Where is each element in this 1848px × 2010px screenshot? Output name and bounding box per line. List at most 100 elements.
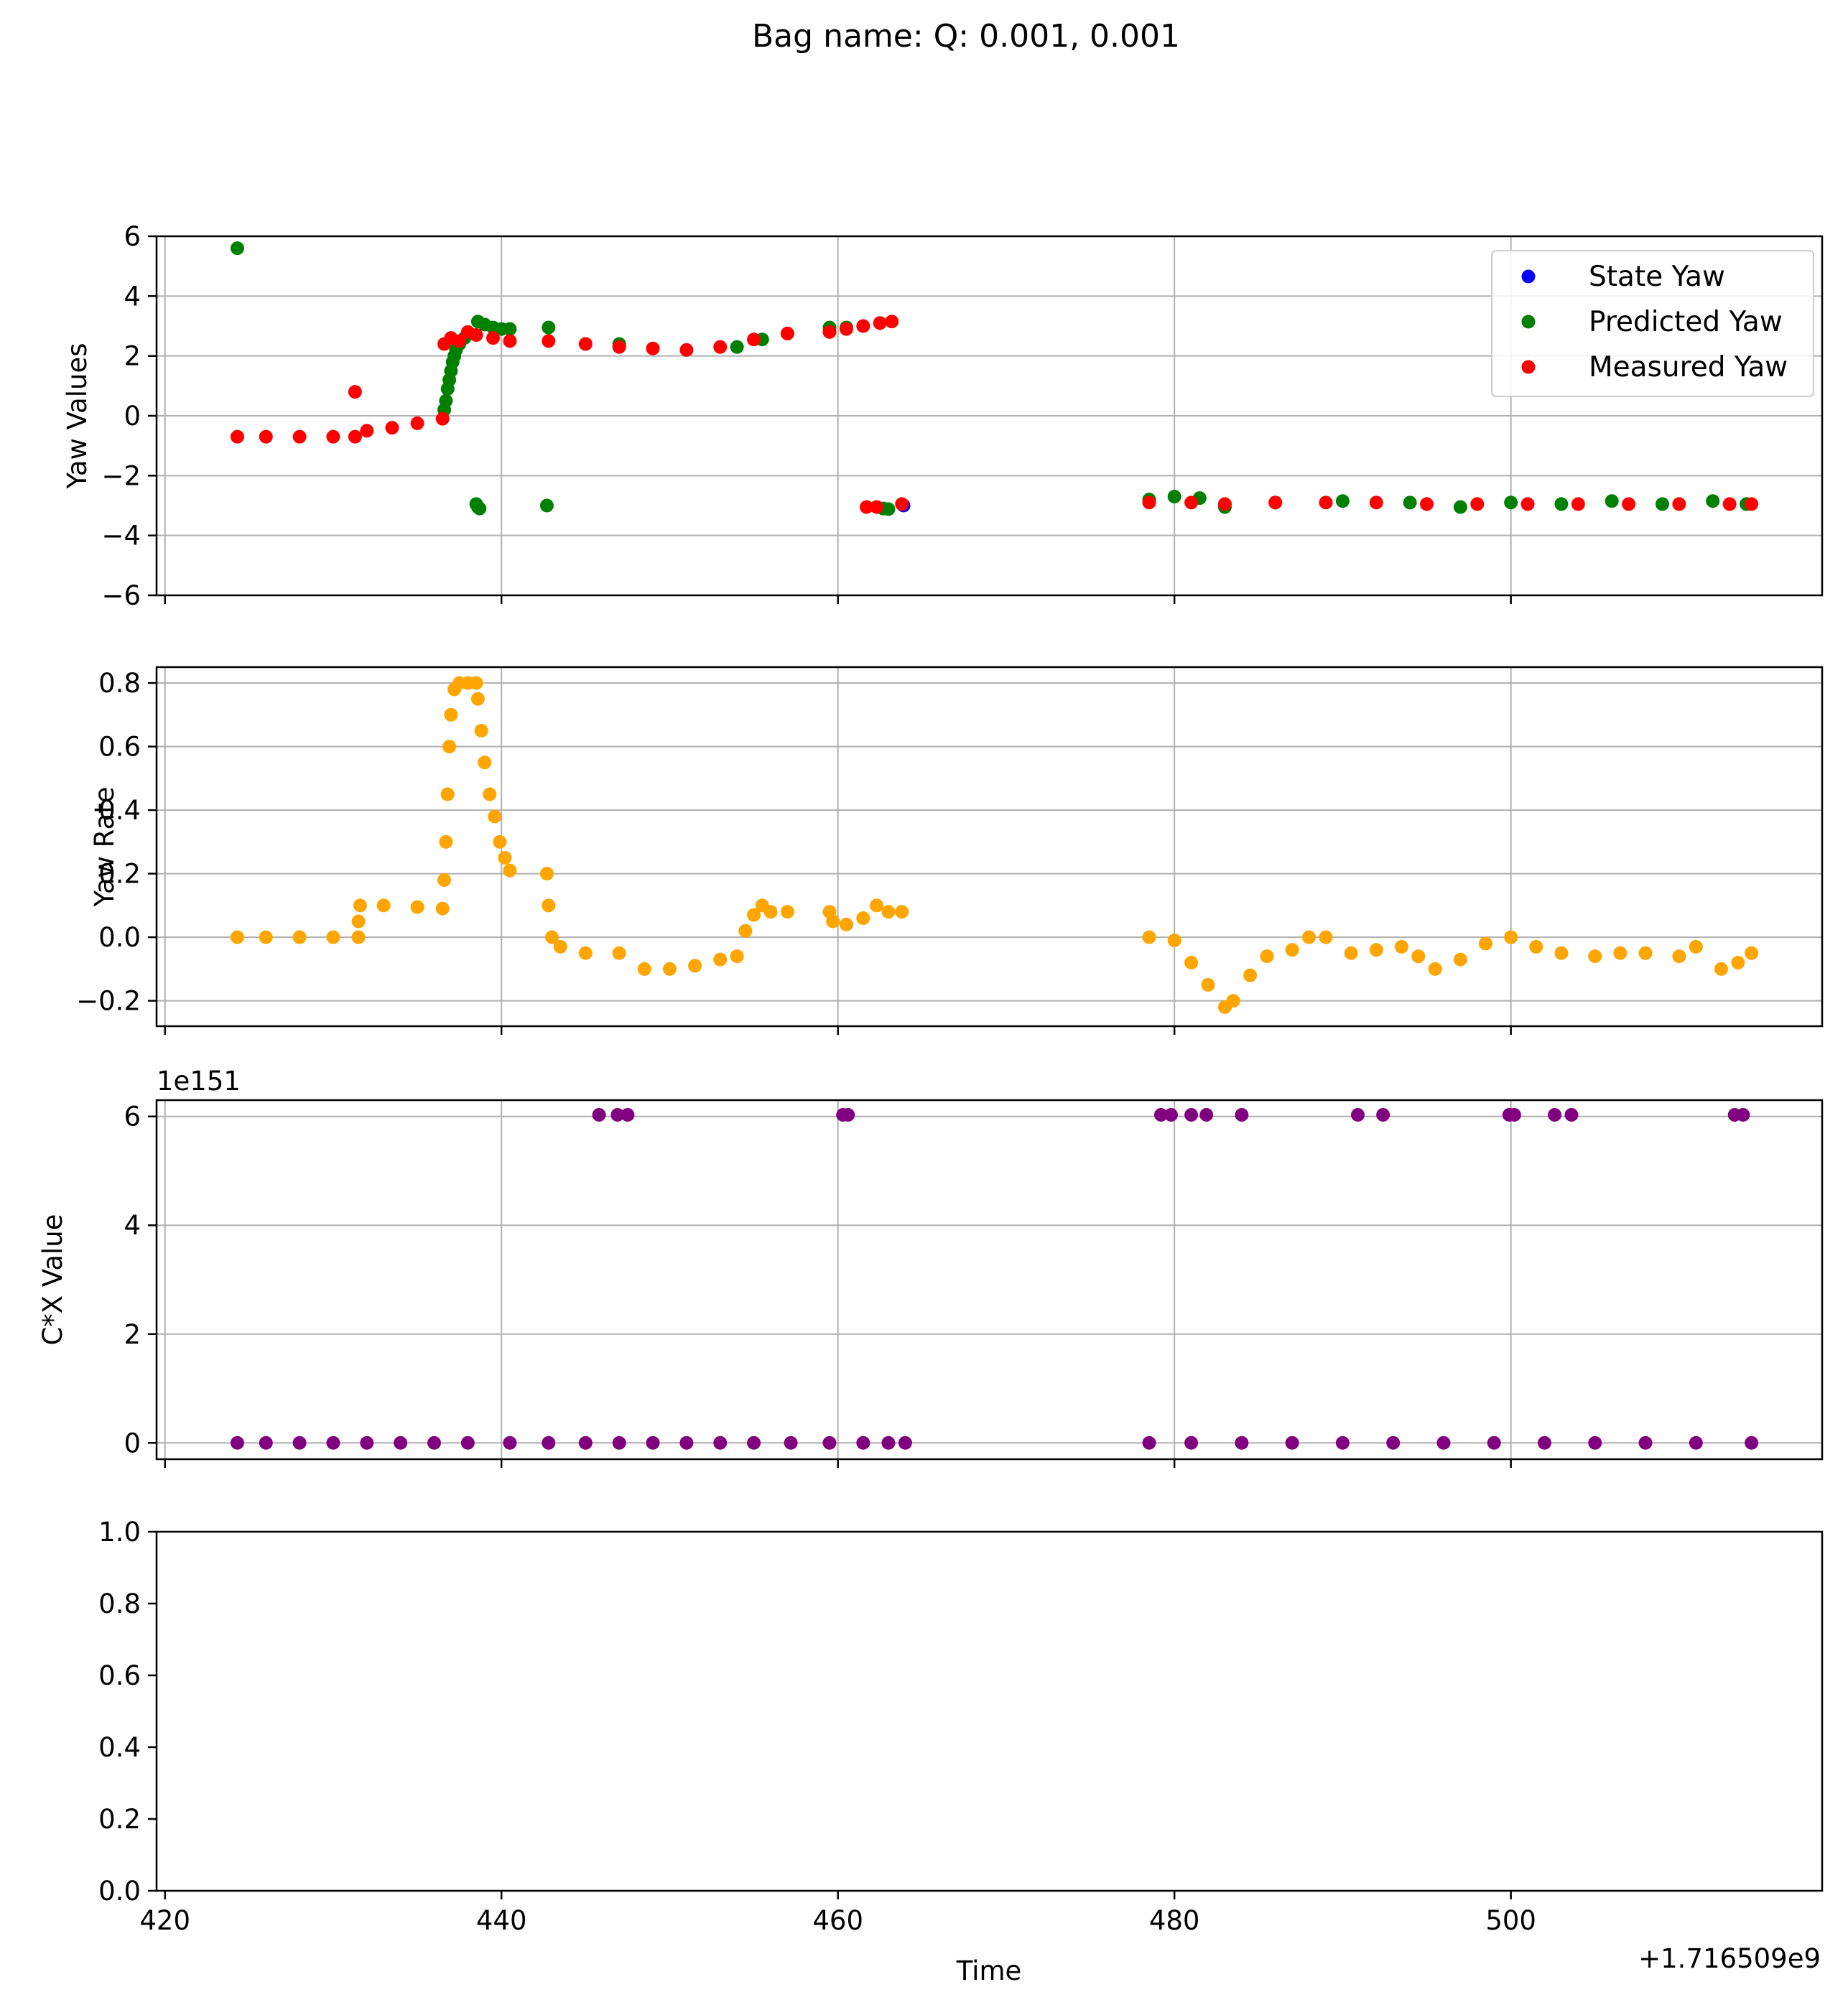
data-point [1714,962,1728,976]
data-point [1588,949,1602,964]
data-point [498,850,512,865]
data-point [1217,497,1232,511]
data-point [469,676,483,690]
data-point [1520,497,1535,511]
data-point [592,1107,606,1122]
data-point [1403,495,1417,510]
y-tick-label: 0.6 [98,732,141,763]
data-point [1655,497,1669,511]
legend-entry-label: Measured Yaw [1589,351,1788,383]
data-point [826,914,840,929]
data-point [1411,949,1426,964]
axes-frame [155,666,1824,1028]
data-point [503,322,517,336]
legend-marker [1521,269,1536,284]
data-point [553,939,567,954]
data-point [646,1436,660,1450]
data-point [780,326,794,340]
data-point [1167,490,1181,503]
data-point [885,315,899,329]
data-point [1369,495,1383,510]
data-point [578,946,593,960]
data-point [1335,494,1350,508]
y-tick-label: 0.4 [98,795,141,826]
data-point [1376,1107,1390,1122]
data-point [1164,1107,1178,1122]
data-point [881,502,896,516]
data-point [326,930,340,944]
data-point [610,1107,625,1122]
data-point [542,334,556,348]
data-point [539,867,554,881]
data-point [542,898,556,913]
data-point [1319,930,1333,944]
data-point [1529,939,1543,954]
data-point [348,429,362,444]
data-point [444,707,458,722]
data-point [488,809,502,824]
data-point [1394,939,1408,954]
data-point [1319,495,1333,510]
data-point [470,692,485,706]
data-point [763,905,778,919]
y-axis-label: Yaw Rate [89,786,120,907]
data-point [730,949,744,964]
series-3 [230,315,1759,514]
data-point [439,394,453,408]
y-tick-label: 6 [124,221,141,252]
data-point [539,498,554,513]
data-point [1153,1107,1168,1122]
series-1 [230,1107,1759,1450]
data-point [895,905,909,919]
data-point [1507,1107,1521,1122]
data-point [1453,952,1467,967]
data-point [1638,946,1653,960]
data-point [662,962,677,976]
data-point [856,911,870,926]
data-point [1243,968,1258,982]
x-tick-label: 420 [139,1905,190,1936]
data-point [1285,943,1299,957]
data-point [230,930,244,944]
data-point [360,424,374,438]
y-tick-label: −2 [101,460,141,491]
y-tick-label: 0.2 [98,1804,141,1835]
data-point [1554,497,1569,511]
data-point [1167,934,1181,948]
y-tick-label: −4 [101,521,141,552]
y-tick-label: 0.8 [98,668,141,699]
data-point [435,411,450,426]
data-point [822,1436,837,1450]
data-point [1260,949,1274,964]
data-point [621,1107,635,1122]
data-point [637,962,651,976]
data-point [1235,1436,1249,1450]
x-tick-label: 480 [1149,1905,1200,1936]
data-point [1538,1436,1551,1450]
data-point [1302,930,1317,944]
y-tick-label: 0.4 [98,1732,141,1763]
data-point [1369,943,1383,957]
data-point [427,1436,441,1450]
data-point [1638,1436,1653,1450]
data-point [713,340,728,354]
data-point [1605,494,1619,508]
data-point [1504,495,1518,510]
data-point [612,340,626,354]
data-point [747,332,761,347]
data-point [259,1436,273,1450]
y-tick-label: 6 [124,1102,141,1132]
data-point [326,429,340,444]
data-point [856,1436,870,1450]
axes-panel-3: 6 4 2 0 C*X Value 1e151 [37,1066,1824,1468]
data-point [1420,497,1434,511]
data-point [870,898,884,913]
y-tick-label: 0.6 [98,1660,141,1691]
data-point [578,337,593,351]
data-point [292,930,307,944]
data-point [881,1436,896,1450]
axes-frame [155,1530,1824,1892]
data-point [1142,1436,1156,1450]
data-point [612,946,626,960]
